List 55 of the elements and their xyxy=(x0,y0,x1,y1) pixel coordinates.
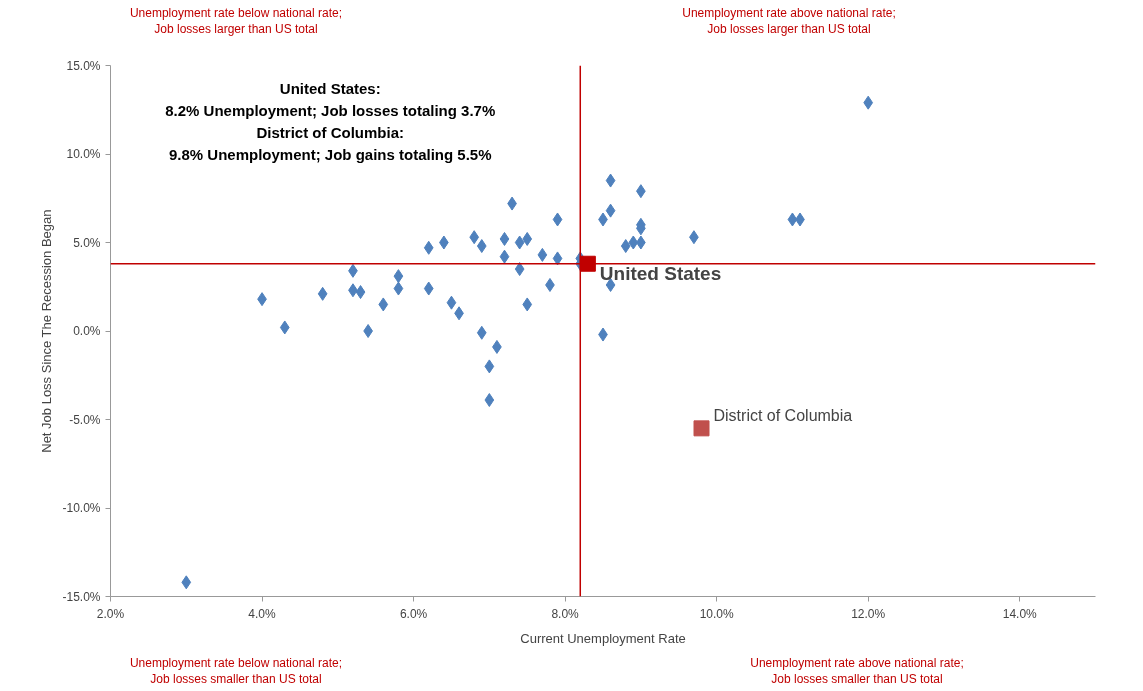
x-axis-title: Current Unemployment Rate xyxy=(520,630,686,646)
point xyxy=(476,325,487,340)
point xyxy=(181,575,192,590)
point xyxy=(476,239,487,254)
point xyxy=(355,285,366,300)
x-tick-label: 2.0% xyxy=(96,606,125,621)
point xyxy=(514,235,525,250)
point xyxy=(423,281,434,296)
point xyxy=(363,324,373,338)
point xyxy=(499,231,510,246)
x-tick-label: 14.0% xyxy=(1002,606,1038,621)
y-tick-label: 15.0% xyxy=(66,58,101,73)
point xyxy=(469,230,480,245)
y-tick-label: -10.0% xyxy=(62,501,101,515)
point xyxy=(552,212,563,227)
x-tick-label: 12.0% xyxy=(851,606,886,621)
x-tick-label: 8.0% xyxy=(551,606,580,621)
point xyxy=(393,281,404,296)
point xyxy=(537,247,548,262)
point xyxy=(378,297,389,312)
series-label: District of Columbia xyxy=(713,407,853,425)
point xyxy=(484,393,495,408)
x-tick-label: 10.0% xyxy=(699,606,734,621)
text: Unemployment rate above national rate; Job losses smaller than US total xyxy=(749,655,965,688)
point xyxy=(863,95,874,110)
point xyxy=(693,420,710,437)
y-tick-label: -15.0% xyxy=(62,589,101,604)
text: Unemployment rate above national rate; Job losses larger than US total xyxy=(681,5,897,38)
point xyxy=(620,239,631,254)
text: Unemployment rate below national rate; Job losses smaller than US total xyxy=(128,655,344,688)
point xyxy=(484,359,495,374)
point xyxy=(514,262,525,277)
y-tick-label: -5.0% xyxy=(69,412,101,427)
y-tick-label: 10.0% xyxy=(66,147,101,161)
point xyxy=(605,173,616,188)
point xyxy=(552,251,563,266)
point xyxy=(317,286,328,301)
point xyxy=(279,320,290,335)
series-label: United States xyxy=(599,262,722,284)
x-tick-label: 6.0% xyxy=(399,606,428,621)
point xyxy=(522,297,533,312)
point xyxy=(423,240,434,255)
point xyxy=(446,295,457,310)
y-tick-label: 5.0% xyxy=(73,235,101,250)
point xyxy=(522,231,533,246)
y-tick-label: 0.0% xyxy=(73,324,101,338)
point xyxy=(605,203,616,218)
point xyxy=(628,235,639,250)
y-axis-title: Net Job Loss Since The Recession Began xyxy=(39,209,55,453)
text: Unemployment rate below national rate; Job losses larger than US total xyxy=(128,5,344,38)
point xyxy=(787,212,798,227)
x-tick-label: 4.0% xyxy=(248,606,277,621)
annotation: United States: 8.2% Unemployment; Job losses totaling 3.7% District of Columbia: 9.8% Unemployment; Job gains totaling 5.5% xyxy=(165,79,496,163)
point xyxy=(499,249,510,264)
point xyxy=(393,269,404,284)
